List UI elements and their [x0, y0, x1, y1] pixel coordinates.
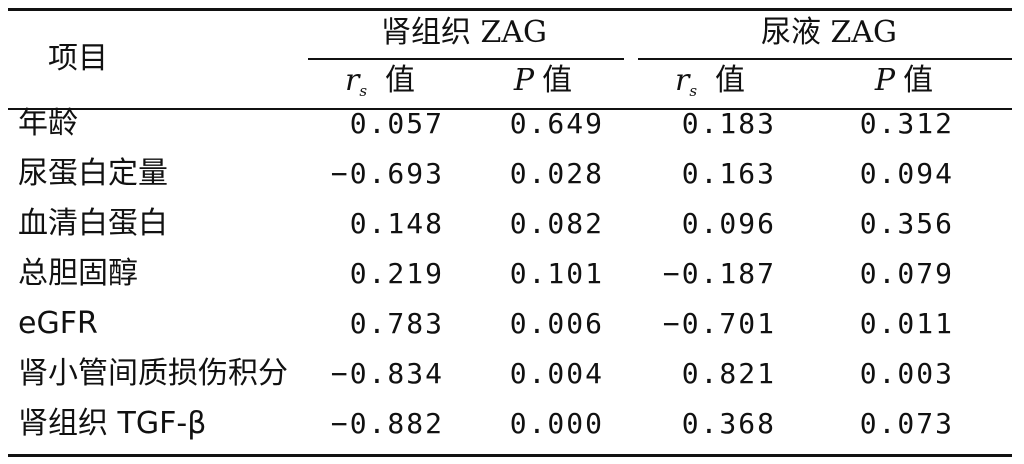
cell-urine-p: 0.011 [859, 307, 954, 340]
row-label: 肾组织 TGF-β [18, 406, 207, 441]
table-row: eGFR 0.783 0.006 −0.701 0.011 [8, 309, 1012, 359]
header-subcol-rs-2: rs 值 [674, 63, 746, 101]
cell-urine-p: 0.312 [859, 107, 954, 140]
cell-kidney-rs: −0.693 [330, 157, 444, 190]
table-bottom-rule [8, 454, 1012, 457]
cell-urine-p: 0.079 [859, 257, 954, 290]
cell-urine-p: 0.356 [859, 207, 954, 240]
table-row: 血清白蛋白 0.148 0.082 0.096 0.356 [8, 209, 1012, 259]
header-group-kidney-tissue: 肾组织 ZAG [380, 15, 548, 50]
table-row: 年龄 0.057 0.649 0.183 0.312 [8, 109, 1012, 159]
row-label: 尿蛋白定量 [18, 156, 168, 191]
row-label: 肾小管间质损伤积分 [18, 356, 288, 391]
header-bottom-rule [8, 108, 1012, 110]
header-item-label: 项目 [48, 41, 108, 76]
cell-urine-rs: 0.368 [681, 407, 776, 440]
group2-rule [638, 58, 1012, 60]
row-label: 年龄 [18, 106, 78, 141]
table-row: 总胆固醇 0.219 0.101 −0.187 0.079 [8, 259, 1012, 309]
cell-kidney-p: 0.101 [509, 257, 604, 290]
group1-rule [308, 58, 624, 60]
row-label: 总胆固醇 [18, 256, 138, 291]
cell-urine-rs: 0.163 [681, 157, 776, 190]
cell-kidney-p: 0.649 [509, 107, 604, 140]
cell-kidney-rs: 0.057 [349, 107, 444, 140]
table-row: 肾小管间质损伤积分 −0.834 0.004 0.821 0.003 [8, 359, 1012, 409]
cell-kidney-p: 0.000 [509, 407, 604, 440]
cell-urine-p: 0.073 [859, 407, 954, 440]
cell-urine-rs: 0.183 [681, 107, 776, 140]
cell-kidney-rs: 0.219 [349, 257, 444, 290]
cell-urine-rs: 0.096 [681, 207, 776, 240]
cell-urine-rs: −0.187 [662, 257, 776, 290]
cell-kidney-rs: 0.783 [349, 307, 444, 340]
cell-urine-p: 0.003 [859, 357, 954, 390]
row-label: eGFR [18, 306, 98, 341]
cell-kidney-rs: −0.834 [330, 357, 444, 390]
cell-kidney-p: 0.082 [509, 207, 604, 240]
cell-urine-p: 0.094 [859, 157, 954, 190]
cell-kidney-p: 0.028 [509, 157, 604, 190]
table-top-rule [8, 8, 1012, 11]
cell-kidney-p: 0.006 [509, 307, 604, 340]
cell-urine-rs: −0.701 [662, 307, 776, 340]
table-row: 肾组织 TGF-β −0.882 0.000 0.368 0.073 [8, 409, 1012, 459]
header-subcol-rs-1: rs 值 [344, 63, 416, 101]
cell-kidney-rs: 0.148 [349, 207, 444, 240]
row-label: 血清白蛋白 [18, 206, 168, 241]
table-row: 尿蛋白定量 −0.693 0.028 0.163 0.094 [8, 159, 1012, 209]
cell-urine-rs: 0.821 [681, 357, 776, 390]
cell-kidney-rs: −0.882 [330, 407, 444, 440]
header-group-urine: 尿液 ZAG [760, 15, 898, 50]
cell-kidney-p: 0.004 [509, 357, 604, 390]
